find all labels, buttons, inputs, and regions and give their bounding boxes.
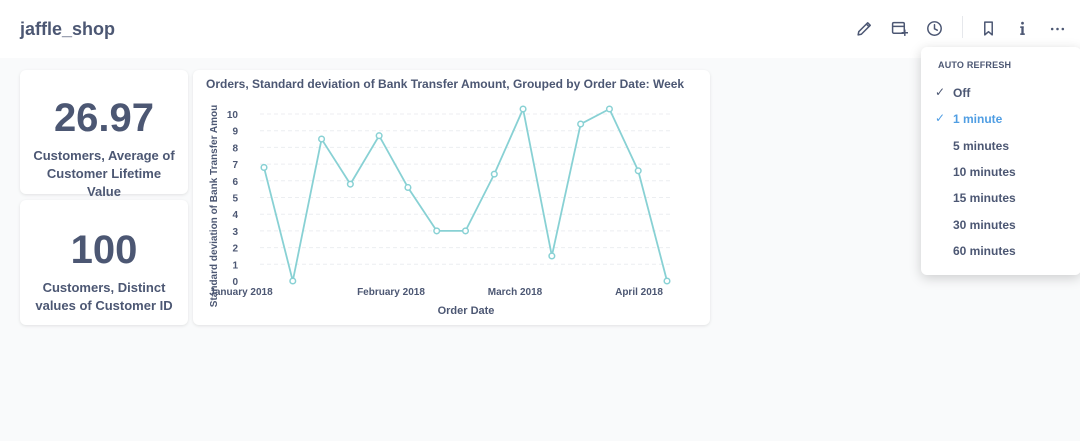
auto-refresh-popover: AUTO REFRESH ✓ Off ✓ 1 minute 5 minutes 10 mi…: [921, 47, 1080, 275]
y-axis-label: Standard deviation of Bank Transfer Amou: [209, 105, 220, 307]
data-point: [375, 132, 383, 140]
checkmark-icon: ✓: [935, 111, 946, 126]
dashboard-header: jaffle_shop: [0, 0, 1080, 58]
data-point: [346, 180, 354, 188]
auto-refresh-option[interactable]: ✓ Off: [921, 81, 1080, 105]
add-question-icon[interactable]: [886, 15, 912, 41]
scalar-label[interactable]: Customers, Distinct values of Customer I…: [35, 280, 173, 314]
scalar-card-customer-count[interactable]: 100 Customers, Distinct values of Custom…: [20, 200, 188, 325]
auto-refresh-option-label: Off: [953, 86, 971, 100]
y-tick-label: 7: [232, 160, 238, 171]
data-point: [605, 105, 613, 113]
y-tick-label: 8: [232, 143, 238, 154]
auto-refresh-option-label: 60 minutes: [953, 243, 1016, 258]
y-tick-label: 0: [232, 277, 238, 288]
data-point: [490, 170, 498, 178]
scalar-value: 26.97: [53, 96, 155, 140]
auto-refresh-option-label: 1 minute: [953, 112, 1003, 127]
data-point: [634, 167, 642, 175]
y-tick-label: 4: [232, 210, 238, 221]
y-tick-label: 6: [232, 177, 238, 188]
data-point: [404, 183, 412, 192]
chart-title[interactable]: Orders, Standard deviation of Bank Trans…: [206, 77, 685, 91]
data-point: [663, 277, 671, 285]
data-point: [461, 227, 470, 235]
auto-refresh-option[interactable]: 5 minutes: [921, 134, 1080, 158]
more-icon[interactable]: [1044, 15, 1070, 41]
auto-refresh-option[interactable]: 30 minutes: [921, 213, 1080, 237]
auto-refresh-option-label: 30 minutes: [953, 217, 1016, 232]
pencil-icon[interactable]: [851, 15, 877, 41]
scalar-label[interactable]: Customers, Average of Customer Lifetime …: [33, 148, 175, 200]
auto-refresh-option[interactable]: ✓ 1 minute: [921, 107, 1080, 131]
data-point: [289, 277, 297, 285]
y-tick-label: 9: [232, 127, 238, 138]
data-point: [318, 135, 326, 143]
y-tick-label: 3: [232, 227, 238, 238]
auto-refresh-option[interactable]: 10 minutes: [921, 160, 1080, 184]
auto-refresh-option-label: 5 minutes: [953, 138, 1010, 153]
line-chart: 0 1 2 3 4 5 6 7 8 9 10 January 2018 February 2018 Mar…: [209, 105, 671, 317]
data-point: [433, 227, 441, 235]
scalar-value: 100: [70, 228, 138, 272]
auto-refresh-option[interactable]: 15 minutes: [921, 186, 1080, 210]
y-tick-label: 10: [227, 110, 239, 121]
x-tick-label: March 2018: [488, 287, 543, 298]
clock-icon[interactable]: [921, 15, 947, 41]
header-divider: [962, 16, 963, 38]
series-line: [263, 108, 668, 282]
y-tick-label: 2: [232, 244, 238, 255]
line-chart-card[interactable]: Orders, Standard deviation of Bank Trans…: [193, 70, 710, 325]
info-icon[interactable]: [1009, 15, 1035, 41]
dashboard-title: jaffle_shop: [20, 19, 116, 39]
x-tick-label: February 2018: [357, 287, 425, 298]
data-point: [260, 163, 268, 171]
data-point: [548, 252, 556, 260]
data-point: [519, 105, 527, 113]
auto-refresh-title: AUTO REFRESH: [938, 60, 1012, 70]
auto-refresh-option[interactable]: 60 minutes: [921, 239, 1080, 263]
y-tick-label: 5: [232, 194, 238, 205]
checkmark-icon: ✓: [935, 85, 946, 99]
x-tick-label: January 2018: [209, 287, 273, 298]
x-axis-label: Order Date: [438, 305, 495, 317]
x-tick-label: April 2018: [615, 287, 663, 298]
auto-refresh-option-label: 15 minutes: [953, 191, 1016, 206]
scalar-card-ltv[interactable]: 26.97 Customers, Average of Customer Lif…: [20, 70, 188, 199]
data-point: [577, 120, 585, 128]
y-tick-label: 1: [232, 260, 238, 271]
bookmark-icon[interactable]: [975, 15, 1001, 41]
auto-refresh-option-label: 10 minutes: [953, 164, 1016, 179]
